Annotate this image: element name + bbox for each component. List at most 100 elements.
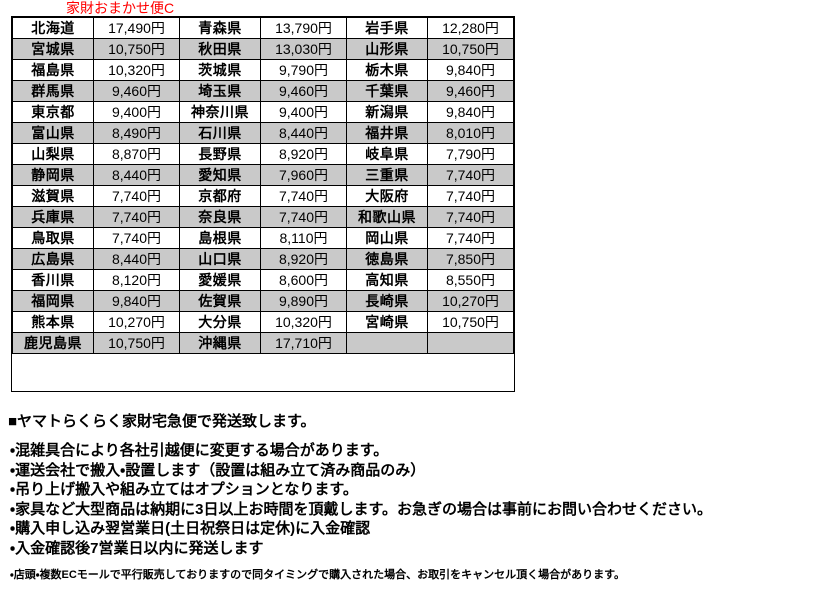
fee-cell: 9,400円 xyxy=(260,101,347,123)
prefecture-cell: 島根県 xyxy=(179,227,261,249)
prefecture-cell: 和歌山県 xyxy=(346,206,428,228)
prefecture-cell: 宮城県 xyxy=(12,38,94,60)
fee-cell: 7,960円 xyxy=(260,164,347,186)
fee-cell: 7,790円 xyxy=(427,143,514,165)
fee-cell: 9,460円 xyxy=(427,80,514,102)
fee-cell: 9,840円 xyxy=(427,59,514,81)
fee-cell: 10,270円 xyxy=(93,311,180,333)
fee-cell: 8,440円 xyxy=(260,122,347,144)
prefecture-cell: 三重県 xyxy=(346,164,428,186)
prefecture-cell: 富山県 xyxy=(12,122,94,144)
fee-cell: 13,030円 xyxy=(260,38,347,60)
fee-cell: 7,740円 xyxy=(427,185,514,207)
table-row: 北海道 17,490円 青森県 13,790円 岩手県 12,280円 xyxy=(12,17,514,39)
prefecture-cell: 沖縄県 xyxy=(179,332,261,354)
fee-cell: 10,750円 xyxy=(93,332,180,354)
fee-cell: 8,920円 xyxy=(260,248,347,270)
fee-cell: 7,850円 xyxy=(427,248,514,270)
prefecture-cell: 福島県 xyxy=(12,59,94,81)
prefecture-cell: 長野県 xyxy=(179,143,261,165)
prefecture-cell: 千葉県 xyxy=(346,80,428,102)
shipping-fee-table-body: 北海道 17,490円 青森県 13,790円 岩手県 12,280円 宮城県 10,750円… xyxy=(12,17,514,354)
prefecture-cell: 宮崎県 xyxy=(346,311,428,333)
table-row: 兵庫県 7,740円 奈良県 7,740円 和歌山県 7,740円 xyxy=(12,206,514,228)
fee-cell: 8,010円 xyxy=(427,122,514,144)
fee-cell: 9,790円 xyxy=(260,59,347,81)
notes-heading: ■ヤマトらくらく家財宅急便で発送致します。 xyxy=(8,413,316,430)
notes-list: ・混雑具合により各社引越便に変更する場合があります。 ・運送会社で搬入・設置します… xyxy=(8,441,818,585)
fee-cell: 7,740円 xyxy=(93,206,180,228)
shipping-fee-table: 北海道 17,490円 青森県 13,790円 岩手県 12,280円 宮城県 10,750円… xyxy=(12,17,514,354)
prefecture-cell: 京都府 xyxy=(179,185,261,207)
prefecture-cell: 山口県 xyxy=(179,248,261,270)
prefecture-cell: 長崎県 xyxy=(346,290,428,312)
prefecture-cell: 香川県 xyxy=(12,269,94,291)
prefecture-cell: 東京都 xyxy=(12,101,94,123)
table-row: 福島県 10,320円 茨城県 9,790円 栃木県 9,840円 xyxy=(12,59,514,81)
fee-cell: 10,750円 xyxy=(427,38,514,60)
note-bullet: ・家具など大型商品は納期に3日以上お時間を頂戴します。お急ぎの場合は事前にお問い… xyxy=(10,500,712,518)
prefecture-cell: 滋賀県 xyxy=(12,185,94,207)
fee-cell: 8,490円 xyxy=(93,122,180,144)
fee-cell: 13,790円 xyxy=(260,17,347,39)
shipping-notes: ■ヤマトらくらく家財宅急便で発送致します。 ・混雑具合により各社引越便に変更する… xyxy=(8,411,818,585)
table-row: 熊本県 10,270円 大分県 10,320円 宮崎県 10,750円 xyxy=(12,311,514,333)
prefecture-cell: 奈良県 xyxy=(179,206,261,228)
note-fineprint: ・店頭・複数ECモールで平行販売しておりますので同タイミングで購入された場合、お… xyxy=(10,569,625,581)
table-row: 群馬県 9,460円 埼玉県 9,460円 千葉県 9,460円 xyxy=(12,80,514,102)
note-bullet: ・吊り上げ搬入や組み立てはオプションとなります。 xyxy=(10,481,358,498)
prefecture-cell: 栃木県 xyxy=(346,59,428,81)
fee-cell: 17,710円 xyxy=(260,332,347,354)
prefecture-cell: 神奈川県 xyxy=(179,101,261,123)
fee-cell: 9,840円 xyxy=(427,101,514,123)
prefecture-cell: 岐阜県 xyxy=(346,143,428,165)
fee-cell: 8,600円 xyxy=(260,269,347,291)
prefecture-cell: 青森県 xyxy=(179,17,261,39)
empty-cell xyxy=(427,332,514,354)
empty-cell xyxy=(346,332,428,354)
fee-cell: 10,320円 xyxy=(93,59,180,81)
fee-cell: 7,740円 xyxy=(427,164,514,186)
fee-cell: 9,400円 xyxy=(93,101,180,123)
prefecture-cell: 埼玉県 xyxy=(179,80,261,102)
fee-cell: 12,280円 xyxy=(427,17,514,39)
fee-cell: 8,920円 xyxy=(260,143,347,165)
table-row: 香川県 8,120円 愛媛県 8,600円 高知県 8,550円 xyxy=(12,269,514,291)
prefecture-cell: 鳥取県 xyxy=(12,227,94,249)
fee-cell: 8,440円 xyxy=(93,248,180,270)
note-bullet: ・入金確認後7営業日以内に発送します xyxy=(10,539,264,557)
prefecture-cell: 北海道 xyxy=(12,17,94,39)
fee-cell: 9,460円 xyxy=(93,80,180,102)
fee-cell: 17,490円 xyxy=(93,17,180,39)
table-row: 宮城県 10,750円 秋田県 13,030円 山形県 10,750円 xyxy=(12,38,514,60)
table-row: 鹿児島県 10,750円 沖縄県 17,710円 xyxy=(12,332,514,354)
fee-cell: 9,840円 xyxy=(93,290,180,312)
prefecture-cell: 大分県 xyxy=(179,311,261,333)
prefecture-cell: 山梨県 xyxy=(12,143,94,165)
prefecture-cell: 秋田県 xyxy=(179,38,261,60)
table-row: 滋賀県 7,740円 京都府 7,740円 大阪府 7,740円 xyxy=(12,185,514,207)
fee-cell: 10,750円 xyxy=(427,311,514,333)
prefecture-cell: 鹿児島県 xyxy=(12,332,94,354)
note-bullet: ・購入申し込み翌営業日(土日祝祭日は定休)に入金確認 xyxy=(10,520,371,537)
table-row: 鳥取県 7,740円 島根県 8,110円 岡山県 7,740円 xyxy=(12,227,514,249)
note-bullet: ・混雑具合により各社引越便に変更する場合があります。 xyxy=(10,442,389,459)
fee-cell: 10,270円 xyxy=(427,290,514,312)
fee-cell: 10,320円 xyxy=(260,311,347,333)
table-row: 広島県 8,440円 山口県 8,920円 徳島県 7,850円 xyxy=(12,248,514,270)
prefecture-cell: 福岡県 xyxy=(12,290,94,312)
prefecture-cell: 山形県 xyxy=(346,38,428,60)
prefecture-cell: 徳島県 xyxy=(346,248,428,270)
prefecture-cell: 岡山県 xyxy=(346,227,428,249)
prefecture-cell: 大阪府 xyxy=(346,185,428,207)
prefecture-cell: 新潟県 xyxy=(346,101,428,123)
prefecture-cell: 佐賀県 xyxy=(179,290,261,312)
fee-cell: 7,740円 xyxy=(260,185,347,207)
prefecture-cell: 愛媛県 xyxy=(179,269,261,291)
fee-cell: 9,890円 xyxy=(260,290,347,312)
table-row: 東京都 9,400円 神奈川県 9,400円 新潟県 9,840円 xyxy=(12,101,514,123)
fee-cell: 7,740円 xyxy=(427,227,514,249)
table-row: 静岡県 8,440円 愛知県 7,960円 三重県 7,740円 xyxy=(12,164,514,186)
prefecture-cell: 岩手県 xyxy=(346,17,428,39)
prefecture-cell: 茨城県 xyxy=(179,59,261,81)
